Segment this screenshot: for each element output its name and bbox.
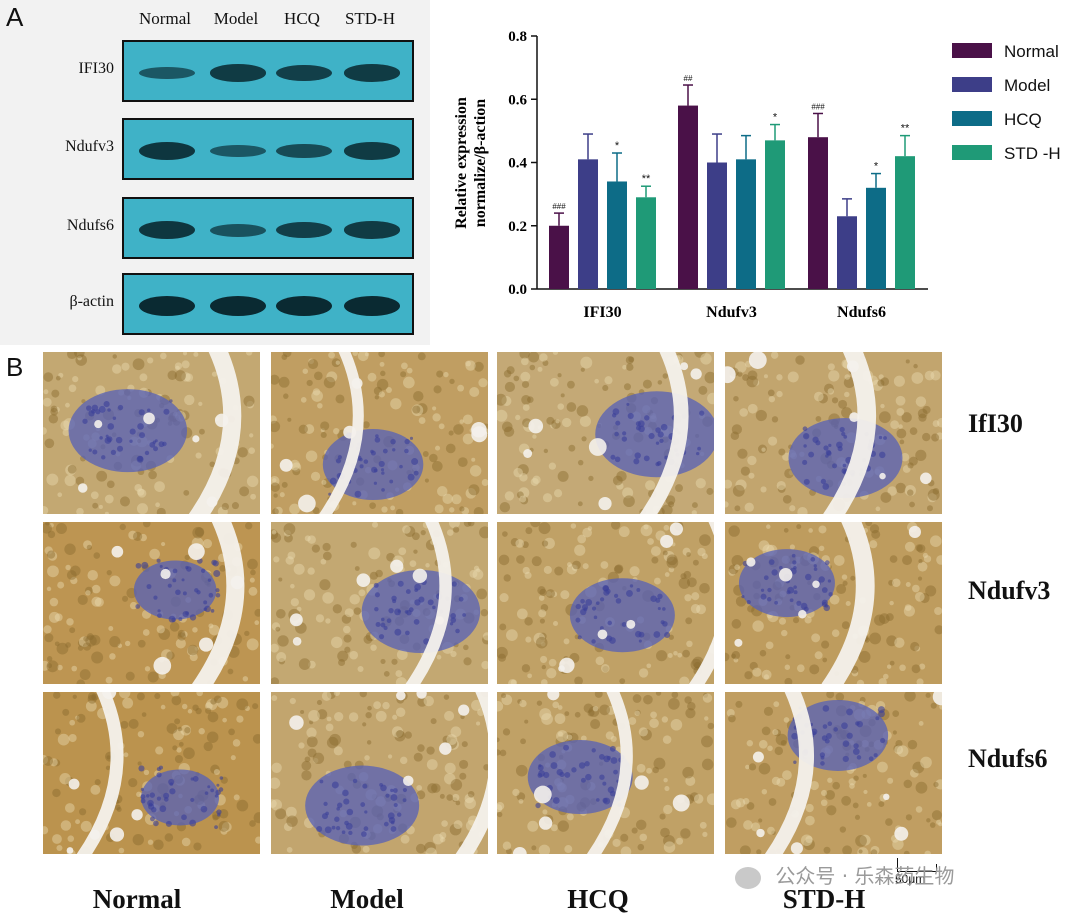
ihc-row-label: Ndufs6 xyxy=(968,744,1048,773)
significance-mark: ### xyxy=(552,202,566,211)
wb-band xyxy=(139,66,195,80)
ihc-image xyxy=(43,352,260,514)
x-category-label: Ndufs6 xyxy=(837,304,886,321)
wb-lane-label-2: HCQ xyxy=(284,9,320,28)
legend-label: HCQ xyxy=(1004,110,1042,129)
ihc-image xyxy=(43,692,260,854)
y-tick-label: 0.8 xyxy=(508,29,527,45)
y-tick-label: 0.0 xyxy=(508,282,527,298)
wb-band xyxy=(139,296,195,316)
legend-swatch xyxy=(952,145,992,160)
ihc-image xyxy=(725,352,942,514)
wb-band xyxy=(344,221,400,239)
wb-band xyxy=(276,296,332,316)
wb-band xyxy=(344,296,400,316)
wb-band xyxy=(276,64,332,82)
ihc-row-label: IfI30 xyxy=(968,409,1023,438)
bar xyxy=(707,162,727,289)
significance-mark: ### xyxy=(811,102,825,111)
significance-mark: ** xyxy=(642,173,651,185)
wb-row-label: Ndufs6 xyxy=(66,217,114,234)
legend-swatch xyxy=(952,43,992,58)
scale-bar-label: 50μm xyxy=(895,872,926,886)
y-tick-label: 0.4 xyxy=(508,156,527,172)
ihc-image xyxy=(43,522,260,684)
ihc-image xyxy=(271,522,488,684)
relative-expression-bar-chart: 0.0 0.2 0.4 0.6 0.8 Relative expression normal… xyxy=(453,29,1061,321)
wb-band xyxy=(344,142,400,160)
panel-b-label: B xyxy=(6,352,24,382)
legend-swatch xyxy=(952,111,992,126)
ihc-image xyxy=(271,352,488,514)
wb-band xyxy=(139,221,195,239)
ihc-column-label: Normal xyxy=(92,884,182,914)
ihc-image xyxy=(497,352,714,514)
significance-mark: ## xyxy=(684,74,693,83)
bar xyxy=(678,105,698,289)
wb-band xyxy=(210,144,266,158)
wechat-icon xyxy=(735,866,761,889)
significance-mark: * xyxy=(773,112,778,124)
panel-a-label: A xyxy=(6,2,24,32)
wb-membrane xyxy=(122,273,414,335)
y-axis-label-line: normalize/β-action xyxy=(472,99,489,228)
bar xyxy=(636,197,656,289)
ihc-image xyxy=(497,522,714,684)
legend-swatch xyxy=(952,77,992,92)
ihc-row-label: Ndufv3 xyxy=(968,576,1051,605)
wb-membrane xyxy=(122,197,414,259)
wb-row-label: β-actin xyxy=(69,293,114,310)
bar xyxy=(837,216,857,289)
wb-membrane xyxy=(122,40,414,102)
legend-label: STD -H xyxy=(1004,144,1061,163)
bar xyxy=(736,159,756,289)
bar xyxy=(866,187,886,289)
significance-mark: * xyxy=(874,161,879,173)
wb-membrane xyxy=(122,118,414,180)
legend-label: Model xyxy=(1004,76,1050,95)
significance-mark: * xyxy=(615,140,620,152)
wb-row-label: Ndufv3 xyxy=(65,138,114,155)
wb-band xyxy=(210,64,266,82)
y-axis-label-line: Relative expression xyxy=(453,97,470,229)
ihc-column-label: HCQ xyxy=(567,884,629,914)
ihc-image xyxy=(725,692,942,854)
ihc-image xyxy=(271,692,488,854)
y-axis-label: Relative expression normalize/β-action xyxy=(453,97,489,229)
watermark: 公众号 · 乐森药生物 xyxy=(735,860,954,889)
y-tick-label: 0.2 xyxy=(508,219,527,235)
bar xyxy=(808,137,828,289)
wb-band xyxy=(276,221,332,239)
significance-mark: ** xyxy=(901,123,910,135)
wb-band xyxy=(210,223,266,237)
ihc-column-label: STD-H xyxy=(782,884,866,914)
wb-lane-label-0: Normal xyxy=(139,9,191,28)
bar xyxy=(765,140,785,289)
bar xyxy=(895,156,915,289)
bar xyxy=(578,159,598,289)
legend-label: Normal xyxy=(1004,42,1059,61)
bar xyxy=(549,225,569,289)
wb-band xyxy=(139,142,195,160)
ihc-column-label: Model xyxy=(330,884,404,914)
wb-band xyxy=(210,296,266,316)
watermark-text: 公众号 · 乐森药生物 xyxy=(775,864,955,888)
y-tick-label: 0.6 xyxy=(508,92,527,108)
wb-band xyxy=(276,143,332,159)
bar xyxy=(607,181,627,289)
wb-band xyxy=(344,64,400,82)
wb-lane-label-1: Model xyxy=(213,9,259,28)
ihc-image xyxy=(497,692,714,854)
wb-row-label: IFI30 xyxy=(78,60,114,77)
wb-lane-label-3: STD-H xyxy=(344,9,396,28)
ihc-image xyxy=(725,522,942,684)
x-category-label: Ndufv3 xyxy=(706,304,757,321)
x-category-label: IFI30 xyxy=(583,304,621,321)
